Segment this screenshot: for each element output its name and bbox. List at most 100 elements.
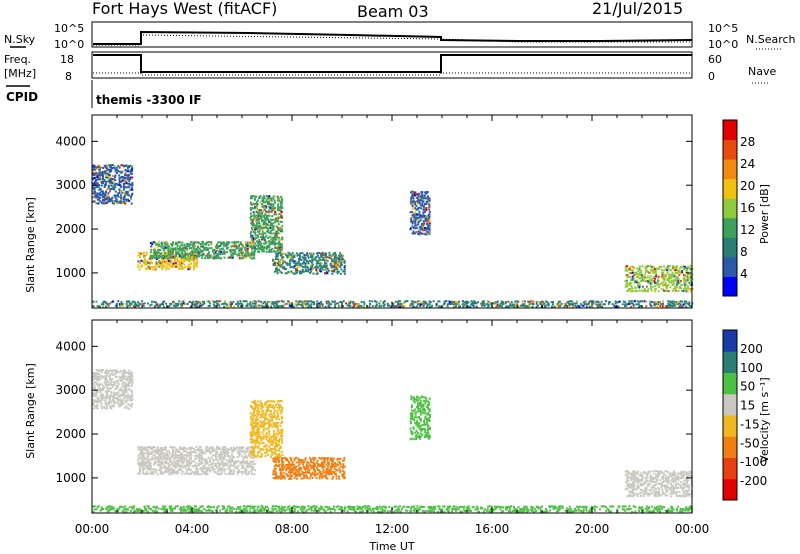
velocity-pixel [409, 420, 412, 423]
power-pixel [675, 301, 678, 303]
velocity-pixel [104, 402, 107, 405]
power-pixel [600, 300, 603, 303]
power-pixel [151, 262, 154, 265]
velocity-pixel [232, 446, 235, 449]
velocity-pixel [198, 450, 201, 453]
velocity-pixel [425, 419, 428, 422]
velocity-pixel [253, 410, 255, 413]
power-pixel [300, 264, 303, 267]
power-pixel [155, 301, 157, 304]
power-pixel [272, 228, 275, 231]
velocity-pixel [296, 474, 299, 477]
power-pixel [273, 305, 276, 307]
power-pixel [117, 192, 120, 195]
velocity-pixel [199, 454, 202, 457]
power-pixel [123, 200, 126, 203]
velocity-pixel [116, 385, 119, 388]
velocity-pixel [261, 414, 264, 417]
velocity-pixel [273, 473, 276, 476]
velocity-pixel [282, 457, 285, 460]
power-pixel [261, 246, 264, 249]
power-pixel [262, 238, 265, 241]
power-pixel [141, 300, 144, 303]
power-pixel [262, 302, 265, 305]
power-pixel [272, 238, 275, 241]
velocity-pixel [265, 447, 268, 450]
power-pixel [418, 206, 421, 209]
power-pixel [259, 248, 262, 251]
velocity-pixel [111, 371, 114, 374]
power-pixel [260, 219, 263, 222]
power-pixel [271, 226, 274, 229]
power-pixel [402, 302, 405, 305]
velocity-pixel [180, 465, 183, 467]
power-pixel [197, 301, 200, 304]
velocity-pixel [301, 461, 304, 464]
velocity-pixel [95, 399, 98, 402]
power-pixel [412, 203, 415, 206]
power-pixel [689, 290, 692, 293]
freq-tick-top: 18 [60, 53, 74, 66]
velocity-pixel [279, 405, 282, 408]
velocity-pixel [286, 473, 289, 476]
velocity-pixel [177, 464, 180, 467]
power-pixel [680, 287, 682, 290]
power-pixel [474, 301, 477, 304]
power-colorbar-segment [723, 237, 737, 258]
power-pixel [279, 264, 282, 267]
power-pixel [389, 305, 392, 308]
power-pixel [276, 254, 279, 257]
power-pixel [251, 236, 253, 239]
power-pixel [102, 167, 105, 169]
power-pixel [300, 270, 303, 273]
power-pixel [428, 218, 431, 221]
power-pixel [412, 192, 415, 195]
velocity-pixel [341, 475, 344, 477]
power-pixel [188, 256, 190, 259]
power-region-7 [92, 300, 694, 308]
power-pixel [121, 178, 124, 181]
power-pixel [180, 258, 183, 261]
velocity-pixel [418, 407, 421, 410]
velocity-pixel [113, 405, 116, 408]
power-data-layer [92, 164, 694, 308]
power-pixel [263, 239, 266, 242]
power-pixel [103, 186, 106, 188]
power-pixel [128, 199, 131, 202]
velocity-pixel [220, 456, 223, 459]
velocity-pixel [175, 463, 178, 466]
velocity-pixel [321, 461, 323, 464]
velocity-pixel [277, 421, 279, 424]
power-pixel [264, 236, 267, 239]
power-pixel [588, 301, 591, 304]
power-pixel [265, 224, 268, 227]
power-pixel [265, 230, 268, 233]
velocity-pixel [218, 464, 221, 467]
velocity-pixel [251, 427, 254, 430]
velocity-pixel [129, 377, 132, 380]
velocity-pixel [181, 455, 184, 458]
power-pixel [672, 304, 675, 307]
power-pixel [410, 220, 413, 223]
power-pixel [260, 227, 263, 229]
power-pixel [647, 271, 650, 274]
velocity-pixel [415, 406, 418, 409]
velocity-pixel [411, 415, 414, 418]
velocity-pixel [247, 472, 250, 475]
velocity-pixel [147, 456, 150, 458]
velocity-pixel [106, 397, 108, 399]
power-pixel [551, 305, 554, 308]
velocity-pixel [92, 401, 95, 404]
velocity-pixel [261, 402, 263, 405]
power-pixel [117, 195, 120, 198]
power-pixel [127, 198, 130, 201]
power-pixel [310, 270, 313, 273]
velocity-pixel [114, 373, 117, 376]
velocity-pixel [127, 387, 130, 390]
power-pixel [414, 220, 417, 223]
power-pixel [466, 300, 468, 303]
power-pixel [256, 222, 259, 225]
velocity-pixel [97, 385, 100, 388]
power-pixel [421, 214, 424, 217]
power-pixel [411, 227, 414, 230]
